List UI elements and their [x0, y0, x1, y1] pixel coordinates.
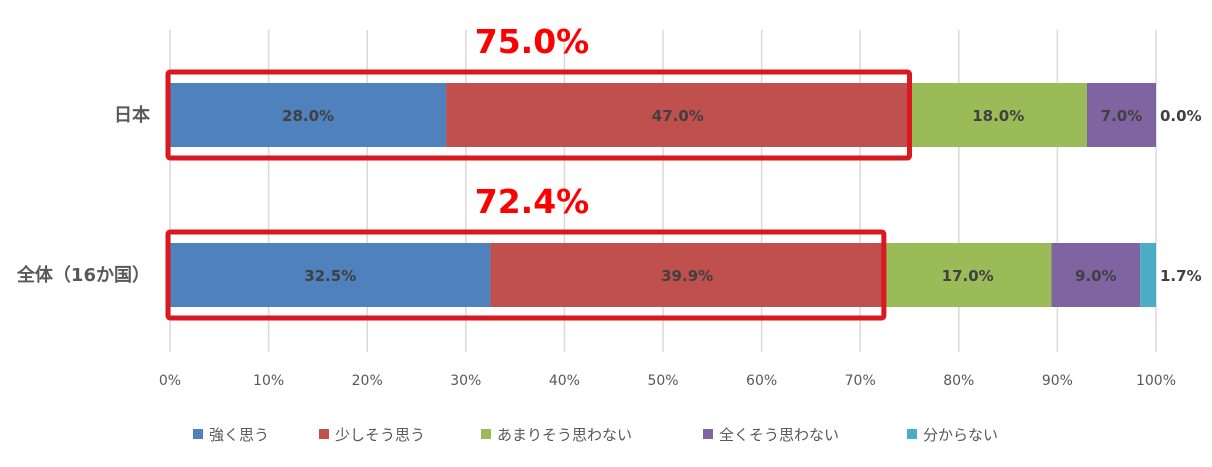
data-label: 1.7% [1160, 267, 1202, 285]
bar-segment [1140, 243, 1156, 307]
data-label: 32.5% [304, 267, 356, 285]
x-tick-label: 90% [1042, 373, 1073, 389]
legend-swatch [907, 429, 917, 439]
data-label: 39.9% [661, 267, 713, 285]
highlight-box [165, 229, 887, 321]
x-tick-label: 70% [845, 373, 876, 389]
legend-swatch [481, 429, 491, 439]
x-tick-label: 30% [450, 373, 481, 389]
x-tick-label: 100% [1136, 373, 1176, 389]
legend-swatch [703, 429, 713, 439]
bar-segment [909, 83, 1087, 147]
data-label: 7.0% [1101, 107, 1143, 125]
bar-segment [1051, 243, 1141, 307]
x-tick-label: 40% [549, 373, 580, 389]
x-tick-label: 10% [253, 373, 284, 389]
highlight-box [165, 69, 912, 161]
data-label: 17.0% [942, 267, 994, 285]
legend-label: あまりそう思わない [497, 426, 632, 444]
bar-segment [1086, 83, 1156, 147]
data-label: 18.0% [972, 107, 1024, 125]
legend-label: 全くそう思わない [719, 426, 839, 444]
data-label: 28.0% [282, 107, 334, 125]
x-tick-label: 80% [943, 373, 974, 389]
x-tick-label: 50% [647, 373, 678, 389]
data-label: 9.0% [1075, 267, 1117, 285]
data-label: 47.0% [652, 107, 704, 125]
legend-swatch [193, 429, 203, 439]
legend-label: 強く思う [209, 426, 269, 444]
x-tick-label: 60% [746, 373, 777, 389]
x-tick-label: 20% [352, 373, 383, 389]
annotation-total: 75.0% [475, 22, 590, 61]
bar-segment [446, 83, 910, 147]
x-tick-label: 0% [159, 373, 181, 389]
data-label: 0.0% [1160, 107, 1202, 125]
bar-segment [490, 243, 884, 307]
bar-segment [170, 83, 447, 147]
legend-swatch [319, 429, 329, 439]
legend-label: 少しそう思う [335, 426, 425, 444]
legend-label: 分からない [923, 426, 998, 444]
category-label: 全体（16か国） [16, 264, 150, 286]
bar-segment [883, 243, 1052, 307]
annotation-total: 72.4% [475, 182, 590, 221]
bar-segment [170, 243, 491, 307]
category-label: 日本 [114, 104, 150, 126]
